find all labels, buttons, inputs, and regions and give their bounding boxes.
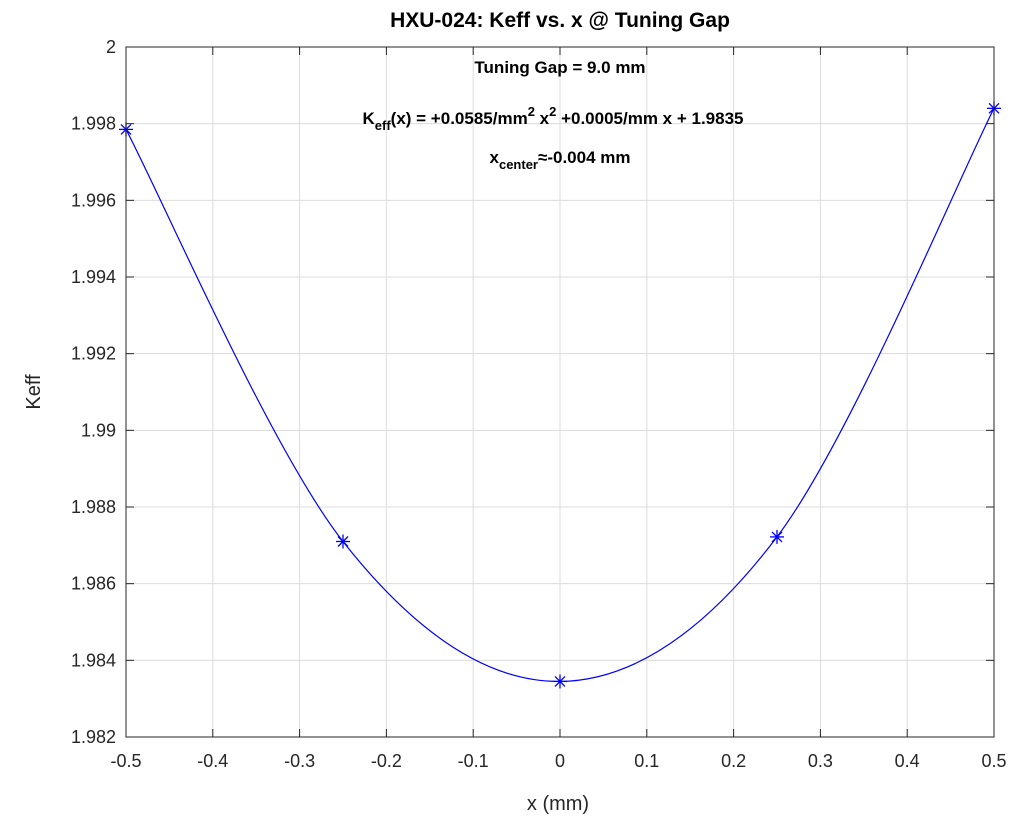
tick-marks (125, 46, 995, 738)
plot-area: -0.5 -0.4 -0.3 -0.2 -0.1 0 0.1 0.2 0.3 0.4 0.5 1.98… (71, 37, 1007, 771)
y-tick-label: 1.988 (71, 497, 116, 517)
annotation-tuning-gap: Tuning Gap = 9.0 mm (474, 58, 645, 77)
data-point-stroke (337, 536, 349, 547)
annotation-x-center: xcenter≈-0.004 mm (490, 148, 631, 172)
equation-sup1: 2 (528, 104, 535, 119)
x-tick-label: -0.2 (371, 751, 402, 771)
y-tick-label: 1.99 (81, 420, 116, 440)
equation-k: K (362, 109, 375, 128)
annotation-fit-equation: Keff(x) = +0.0585/mm2 x2 +0.0005/mm x + … (362, 104, 743, 133)
equation-part1: (x) = +0.0585/mm (391, 109, 528, 128)
x-axis-label: x (mm) (527, 793, 589, 815)
chart-title: HXU-024: Keff vs. x @ Tuning Gap (390, 9, 730, 32)
x-tick-label: -0.1 (458, 751, 489, 771)
x-tick-label: -0.4 (197, 751, 228, 771)
x-tick-label: 0.1 (634, 751, 659, 771)
tick-labels: -0.5 -0.4 -0.3 -0.2 -0.1 0 0.1 0.2 0.3 0.4 0.5 1.98… (71, 37, 1007, 771)
y-tick-label: 1.982 (71, 727, 116, 747)
data-point (336, 534, 350, 549)
x-tick-label: 0.2 (721, 751, 746, 771)
y-tick-label: 2 (106, 37, 116, 57)
x-tick-label: -0.5 (110, 751, 141, 771)
equation-part3: +0.0005/mm x + 1.9835 (556, 109, 743, 128)
center-sub: center (499, 157, 538, 172)
x-tick-label: 0 (555, 751, 565, 771)
data-point-stroke (771, 531, 783, 543)
y-axis-label: Keff (23, 374, 45, 410)
center-approx: ≈-0.004 mm (538, 148, 631, 167)
y-tick-label: 1.996 (71, 190, 116, 210)
y-tick-label: 1.992 (71, 344, 116, 364)
x-tick-label: 0.3 (808, 751, 833, 771)
data-point-stroke (554, 675, 566, 687)
y-tick-label: 1.986 (71, 574, 116, 594)
y-tick-label: 1.994 (71, 267, 116, 287)
equation-sup2: 2 (549, 104, 556, 119)
y-tick-label: 1.998 (71, 114, 116, 134)
x-tick-label: 0.5 (981, 751, 1006, 771)
x-tick-label: -0.3 (284, 751, 315, 771)
data-point (770, 529, 784, 544)
data-point (553, 674, 567, 689)
equation-sub-eff: eff (375, 118, 392, 133)
equation-part2: x (535, 109, 550, 128)
center-x: x (490, 148, 500, 167)
y-tick-label: 1.984 (71, 650, 116, 670)
x-tick-label: 0.4 (895, 751, 920, 771)
